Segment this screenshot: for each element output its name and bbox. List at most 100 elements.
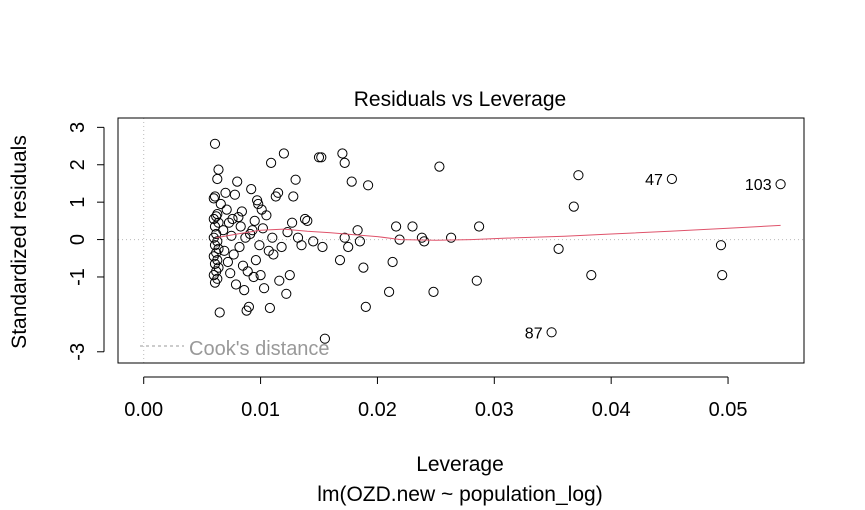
data-point — [573, 170, 584, 181]
data-point — [334, 255, 346, 266]
data-point — [214, 307, 225, 318]
data-point — [209, 138, 221, 149]
data-point — [419, 236, 430, 247]
data-point — [213, 217, 224, 228]
data-point — [274, 275, 285, 286]
y-tick-label: 1 — [67, 197, 89, 208]
data-point — [257, 223, 268, 234]
x-tick-label: 0.05 — [709, 399, 748, 421]
data-point — [236, 206, 247, 217]
data-point — [215, 198, 226, 210]
data-point — [358, 262, 369, 273]
data-point — [261, 210, 272, 221]
data-point — [546, 327, 557, 338]
data-point — [254, 240, 265, 251]
data-point — [278, 148, 289, 159]
data-point — [227, 213, 238, 225]
data-point — [208, 270, 219, 281]
data-point — [233, 212, 244, 223]
data-point — [337, 148, 348, 159]
data-point — [354, 236, 365, 247]
data-point — [387, 256, 398, 268]
data-point — [243, 301, 254, 312]
x-axis-label: Leverage — [416, 453, 504, 476]
data-point — [407, 221, 418, 232]
data-point — [282, 227, 293, 238]
data-point — [211, 211, 222, 222]
data-point — [228, 249, 239, 260]
x-tick-label: 0.03 — [475, 399, 514, 421]
data-point — [209, 240, 221, 251]
data-point — [346, 176, 357, 187]
data-point — [339, 157, 350, 168]
data-point — [317, 241, 328, 253]
data-point — [391, 221, 402, 232]
data-point — [222, 256, 233, 268]
data-point — [208, 251, 219, 262]
data-point — [313, 152, 325, 163]
y-tick-label: -1 — [67, 268, 89, 286]
data-point — [230, 279, 242, 290]
data-point — [259, 283, 270, 294]
data-point — [308, 236, 319, 247]
data-point — [225, 268, 236, 279]
data-point — [428, 286, 439, 297]
plot-frame — [117, 117, 805, 364]
legend: Cook's distance — [140, 338, 330, 360]
data-point — [717, 270, 728, 281]
data-point — [229, 189, 240, 200]
data-point — [255, 270, 266, 281]
data-point — [339, 232, 350, 243]
data-point — [266, 157, 277, 168]
point-label: 103 — [745, 177, 772, 194]
y-tick-label: 2 — [67, 159, 89, 170]
data-point — [284, 270, 295, 281]
data-point — [775, 179, 786, 190]
data-point — [264, 302, 275, 314]
data-point — [384, 286, 395, 297]
data-point — [208, 193, 219, 204]
x-tick-label: 0.04 — [592, 399, 631, 421]
data-point — [253, 198, 264, 210]
smoothed-trend-line — [216, 224, 781, 241]
data-point — [287, 217, 298, 228]
data-point — [288, 191, 299, 202]
data-point — [273, 187, 284, 198]
data-point — [302, 215, 313, 226]
x-axis: 0.00 0.01 0.02 0.03 0.04 0.05 — [124, 376, 748, 421]
data-point — [343, 241, 354, 253]
data-point — [446, 232, 457, 243]
plot-area: 47 103 87 — [118, 118, 804, 363]
data-point — [223, 217, 235, 228]
data-point — [209, 258, 221, 269]
data-point — [219, 245, 230, 256]
data-point — [715, 240, 727, 251]
y-tick-label: 3 — [67, 122, 89, 133]
point-label: 87 — [525, 325, 543, 342]
data-point — [319, 333, 330, 344]
data-point — [242, 266, 253, 277]
y-axis-label: Standardized residuals — [8, 135, 31, 349]
data-point — [212, 173, 223, 185]
x-tick-label: 0.01 — [241, 399, 280, 421]
y-tick-label: -3 — [67, 343, 89, 361]
data-point — [268, 249, 279, 260]
data-point — [250, 255, 261, 266]
chart-title: Residuals vs Leverage — [354, 88, 566, 111]
data-point — [218, 225, 229, 236]
data-point — [586, 270, 597, 281]
data-point — [235, 221, 246, 232]
data-point — [553, 243, 564, 254]
data-point — [296, 240, 307, 251]
legend-label: Cook's distance — [189, 338, 330, 360]
data-point — [239, 285, 250, 296]
data-point — [474, 221, 485, 232]
data-point — [666, 173, 678, 185]
data-point — [360, 301, 371, 312]
data-point — [220, 187, 231, 198]
data-point — [316, 152, 327, 163]
data-point — [209, 221, 221, 232]
data-point — [209, 277, 221, 288]
